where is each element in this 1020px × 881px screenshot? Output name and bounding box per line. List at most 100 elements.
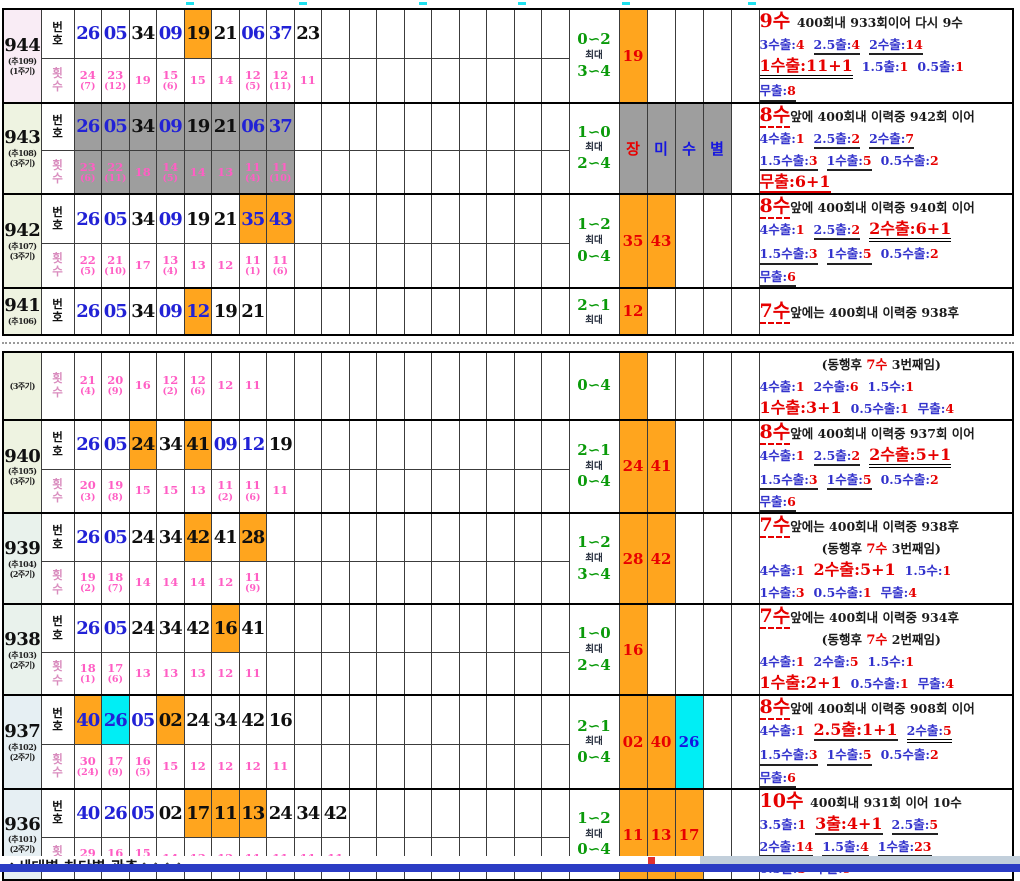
number-cell[interactable]: 05: [101, 101, 130, 152]
count-cell[interactable]: [458, 744, 487, 790]
number-cell[interactable]: 26: [73, 603, 102, 653]
count-cell[interactable]: 21 (4): [73, 351, 102, 421]
number-cell[interactable]: [403, 787, 432, 838]
count-cell[interactable]: [348, 243, 377, 289]
number-cell[interactable]: 19: [183, 193, 212, 245]
counts-row-label[interactable]: 횟 수: [40, 560, 75, 605]
number-cell[interactable]: 26: [73, 193, 102, 245]
number-cell[interactable]: 19: [211, 286, 240, 336]
count-cell[interactable]: [321, 57, 350, 104]
number-cell[interactable]: [293, 418, 322, 470]
number-cell[interactable]: [293, 286, 322, 336]
count-cell[interactable]: 11 (6): [266, 243, 295, 289]
count-cell[interactable]: [376, 351, 405, 421]
count-cell[interactable]: [513, 744, 542, 790]
count-cell[interactable]: [513, 651, 542, 696]
number-cell[interactable]: 34: [293, 787, 322, 838]
count-cell[interactable]: 15: [156, 468, 185, 514]
count-cell[interactable]: 11 (6): [238, 468, 267, 514]
numbers-row-label[interactable]: 번 호: [40, 8, 75, 59]
number-cell[interactable]: 19: [183, 101, 212, 152]
count-cell[interactable]: [431, 57, 460, 104]
highlight-cell[interactable]: 02: [618, 694, 648, 790]
number-cell[interactable]: [486, 694, 515, 746]
count-cell[interactable]: 23 (12): [101, 57, 130, 104]
number-cell[interactable]: [266, 286, 295, 336]
count-cell[interactable]: [431, 468, 460, 514]
number-cell[interactable]: [458, 8, 487, 59]
range-cell[interactable]: 1∽2 최대 3∽4: [568, 512, 620, 605]
count-cell[interactable]: [541, 468, 570, 514]
count-cell[interactable]: 12: [211, 351, 240, 421]
row-header[interactable]: 938 (추103) (2주기): [2, 603, 42, 696]
count-cell[interactable]: [376, 560, 405, 605]
count-cell[interactable]: 13: [183, 651, 212, 696]
range-cell[interactable]: 1∽2 최대 0∽4: [568, 193, 620, 289]
count-cell[interactable]: 14: [183, 560, 212, 605]
number-cell[interactable]: [376, 603, 405, 653]
number-cell[interactable]: [431, 603, 460, 653]
count-cell[interactable]: [348, 57, 377, 104]
highlight-cell[interactable]: [730, 286, 760, 336]
count-cell[interactable]: 22 (11): [101, 150, 130, 195]
number-cell[interactable]: [431, 694, 460, 746]
number-cell[interactable]: [486, 512, 515, 562]
number-cell[interactable]: 05: [101, 418, 130, 470]
number-cell[interactable]: 43: [266, 193, 295, 245]
number-cell[interactable]: 42: [238, 694, 267, 746]
highlight-cell[interactable]: [730, 512, 760, 605]
number-cell[interactable]: 06: [238, 8, 267, 59]
count-cell[interactable]: [486, 57, 515, 104]
row-header[interactable]: 941 (추106): [2, 286, 42, 336]
highlight-cell[interactable]: 28: [618, 512, 648, 605]
count-cell[interactable]: [321, 468, 350, 514]
info-cell[interactable]: 7수앞에는 400회내 이력중 934후 (동행후 7수 2번째임) 4수출:1 2수…: [758, 603, 1014, 696]
number-cell[interactable]: 34: [211, 694, 240, 746]
number-cell[interactable]: [541, 418, 570, 470]
number-cell[interactable]: [403, 694, 432, 746]
count-cell[interactable]: [541, 243, 570, 289]
number-cell[interactable]: [293, 512, 322, 562]
highlight-cell[interactable]: [674, 512, 704, 605]
number-cell[interactable]: 09: [156, 286, 185, 336]
number-cell[interactable]: 23: [293, 8, 322, 59]
number-cell[interactable]: [541, 8, 570, 59]
info-cell[interactable]: 9수 400회내 933회이어 다시 9수 3수출:4 2.5출:4 2수출:14 1수…: [758, 8, 1014, 104]
number-cell[interactable]: [486, 286, 515, 336]
number-cell[interactable]: [458, 603, 487, 653]
number-cell[interactable]: 05: [101, 8, 130, 59]
count-cell[interactable]: 17 (6): [101, 651, 130, 696]
number-cell[interactable]: 13: [238, 787, 267, 838]
count-cell[interactable]: 20 (9): [101, 351, 130, 421]
number-cell[interactable]: [348, 512, 377, 562]
highlight-cell[interactable]: [702, 418, 732, 514]
count-cell[interactable]: [293, 243, 322, 289]
number-cell[interactable]: 24: [128, 512, 157, 562]
number-cell[interactable]: 26: [73, 286, 102, 336]
info-cell[interactable]: 8수앞에 400회내 이력중 937회 이어 4수출:1 2.5출:2 2수출:5+1…: [758, 418, 1014, 514]
number-cell[interactable]: [486, 101, 515, 152]
count-cell[interactable]: [403, 57, 432, 104]
count-cell[interactable]: 14 (5): [156, 150, 185, 195]
count-cell[interactable]: 13: [156, 651, 185, 696]
count-cell[interactable]: [431, 744, 460, 790]
count-cell[interactable]: [513, 468, 542, 514]
number-cell[interactable]: 02: [156, 787, 185, 838]
number-cell[interactable]: [513, 193, 542, 245]
highlight-cell[interactable]: 26: [674, 694, 704, 790]
number-cell[interactable]: [458, 512, 487, 562]
number-cell[interactable]: 05: [101, 286, 130, 336]
numbers-row-label[interactable]: 번 호: [40, 603, 75, 653]
range-cell[interactable]: 1∽0 최대 2∽4: [568, 101, 620, 195]
count-cell[interactable]: [293, 468, 322, 514]
highlight-cell[interactable]: 41: [646, 418, 676, 514]
highlight-cell[interactable]: [646, 8, 676, 104]
count-cell[interactable]: [403, 351, 432, 421]
highlight-cell[interactable]: [674, 418, 704, 514]
number-cell[interactable]: [541, 512, 570, 562]
number-cell[interactable]: [431, 418, 460, 470]
number-cell[interactable]: [458, 694, 487, 746]
count-cell[interactable]: [376, 468, 405, 514]
row-header[interactable]: 944 (추109) (1주기): [2, 8, 42, 104]
count-cell[interactable]: [513, 351, 542, 421]
